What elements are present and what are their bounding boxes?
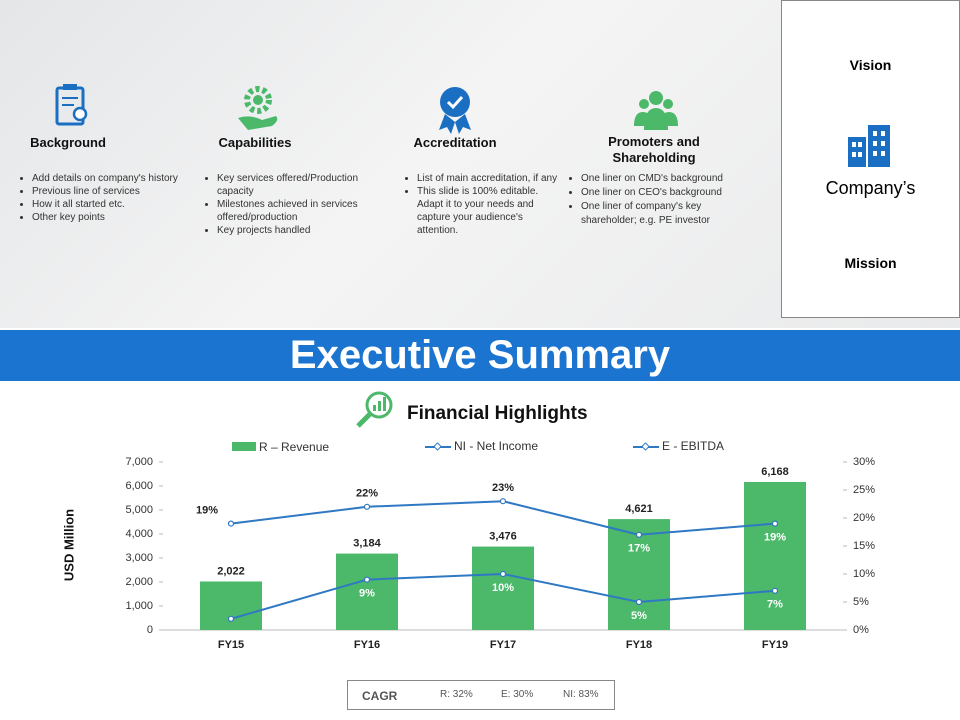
point-label: 22% (356, 488, 378, 500)
y-tick-label: 6,000 (125, 480, 153, 492)
x-tick-label: FY16 (354, 639, 380, 651)
y2-tick-label: 0% (853, 624, 869, 636)
vision: Vision (849, 57, 892, 73)
company: Company’s (825, 178, 916, 198)
bullet-list: One liner on CMD's backgroundOne liner o… (567, 172, 757, 228)
bar-label: 2,022 (217, 565, 245, 577)
y-tick-label: 3,000 (125, 552, 153, 564)
y-axis-label: USD Million (61, 509, 76, 581)
legend-label: E - EBITDA (662, 439, 724, 453)
y-tick-label: 0 (147, 624, 153, 636)
y-tick-label: 7,000 (125, 456, 153, 468)
point (363, 576, 371, 583)
y2-tick-label: 10% (853, 568, 875, 580)
bullet: Other key points (32, 211, 182, 224)
bullet: Milestones achieved in services offered/… (217, 198, 367, 224)
cagr-item: R: 32% (440, 689, 473, 700)
point-label: 5% (631, 610, 647, 622)
x-tick-label: FY19 (762, 639, 788, 651)
bullet-list: Key services offered/Production capacity… (203, 172, 367, 237)
point-label: 19% (764, 532, 786, 544)
bullet: How it all started etc. (32, 198, 182, 211)
y2-tick-label: 25% (853, 484, 875, 496)
bar-label: 3,184 (353, 537, 381, 549)
point-label: 19% (196, 505, 218, 517)
legend-swatch (232, 442, 256, 451)
legend-label: NI - Net Income (454, 439, 538, 453)
legend-label: R – Revenue (259, 440, 329, 454)
bullet: This slide is 100% editable. Adapt it to… (417, 185, 559, 237)
bullet: Add details on company's history (32, 172, 182, 185)
point (363, 503, 371, 510)
chart-title: Financial Highlights (407, 403, 588, 424)
award-icon (439, 87, 471, 134)
clipboard-icon (55, 84, 88, 126)
section-title: Capabilities (218, 135, 292, 150)
y-tick-label: 2,000 (125, 576, 153, 588)
point-label: 7% (767, 599, 783, 611)
point (499, 498, 507, 505)
point-label: 23% (492, 482, 514, 494)
x-tick-label: FY15 (218, 639, 244, 651)
point (227, 520, 235, 527)
bullet: One liner of company's key shareholder; … (581, 200, 757, 228)
cagr-box: CAGR R: 32% E: 30% NI: 83% (347, 680, 615, 710)
bullet: Key services offered/Production capacity (217, 172, 367, 198)
x-tick-label: FY18 (626, 639, 652, 651)
gear-hand-icon (238, 86, 278, 130)
bullet: One liner on CEO's background (581, 186, 757, 200)
cagr-item: E: 30% (501, 689, 534, 700)
point (635, 598, 643, 606)
chart: Financial Highlights USD Million 0 1,000 2… (61, 391, 875, 651)
bullet: List of main accreditation, if any (417, 172, 559, 185)
bullet: Key projects handled (217, 224, 367, 237)
cagr-label: CAGR (362, 689, 398, 703)
legend-marker (433, 442, 442, 451)
bar-label: 4,621 (625, 503, 653, 515)
mission: Mission (844, 255, 897, 271)
point (499, 570, 507, 578)
side-panel: Vision Company’s Mission (781, 0, 960, 318)
point-label: 17% (628, 543, 650, 555)
bullet-list: List of main accreditation, if anyThis s… (403, 172, 559, 237)
bullet-list: Add details on company's historyPrevious… (18, 172, 182, 224)
point-label: 10% (492, 582, 514, 594)
banner-title: Executive Summary (0, 330, 960, 381)
y-tick-label: 4,000 (125, 528, 153, 540)
point-label: 9% (359, 588, 375, 600)
bar (336, 553, 398, 630)
legend-marker (641, 442, 650, 451)
section-title: Background (30, 135, 106, 150)
bar (472, 546, 534, 630)
point (227, 615, 235, 622)
y2-tick-label: 15% (853, 540, 875, 552)
bar-label: 3,476 (489, 530, 517, 542)
section-title: Promoters and Shareholding (608, 134, 700, 165)
y-tick-label: 1,000 (125, 600, 153, 612)
y2-tick-label: 5% (853, 596, 869, 608)
y2-tick-label: 30% (853, 456, 875, 468)
y2-tick-label: 20% (853, 512, 875, 524)
magnifier-icon (356, 391, 393, 428)
point (635, 531, 643, 538)
y-tick-label: 5,000 (125, 504, 153, 516)
people-icon (634, 91, 678, 130)
cagr-item: NI: 83% (563, 689, 599, 700)
section-title: Accreditation (413, 135, 497, 150)
point (771, 587, 779, 594)
bar (744, 481, 806, 630)
building-icon (848, 125, 890, 167)
bar-label: 6,168 (761, 466, 789, 478)
icons (55, 84, 678, 134)
x-tick-label: FY17 (490, 639, 516, 651)
bullet: Previous line of services (32, 185, 182, 198)
bar (200, 581, 262, 630)
point (771, 520, 779, 527)
bullet: One liner on CMD's background (581, 172, 757, 186)
